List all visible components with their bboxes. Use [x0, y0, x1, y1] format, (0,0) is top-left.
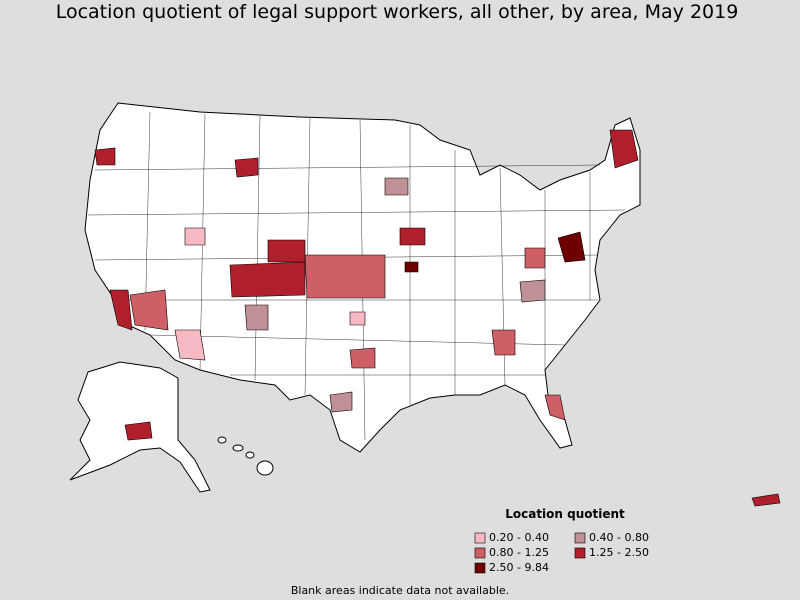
legend-swatch	[574, 547, 586, 559]
hawaii-island	[256, 460, 274, 476]
map-region	[267, 239, 306, 263]
legend-label: 0.80 - 1.25	[489, 546, 549, 559]
map-region	[609, 129, 639, 169]
puerto-rico	[751, 493, 781, 507]
map-region	[349, 347, 376, 369]
map-region	[124, 421, 153, 441]
legend-label: 2.50 - 9.84	[489, 561, 549, 574]
map-title: Location quotient of legal support worke…	[56, 1, 739, 23]
map-region	[129, 289, 169, 331]
map-region	[491, 329, 516, 356]
lower-48	[84, 102, 641, 453]
map-region	[524, 247, 546, 269]
footnote: Blank areas indicate data not available.	[291, 584, 509, 597]
legend-label: 1.25 - 2.50	[589, 546, 649, 559]
map-region	[544, 394, 566, 421]
legend-swatch	[474, 547, 486, 559]
map-region	[349, 311, 366, 326]
legend-swatch	[574, 532, 586, 544]
hawaii-island	[217, 436, 227, 444]
alaska	[69, 361, 211, 493]
legend-swatch	[474, 562, 486, 574]
map-region	[399, 227, 426, 246]
map-region	[751, 493, 781, 507]
hawaii	[217, 436, 274, 476]
map-region	[184, 227, 206, 246]
legend-swatch	[474, 532, 486, 544]
map-region	[229, 261, 306, 298]
map-region	[109, 289, 133, 331]
legend-title: Location quotient	[505, 507, 625, 521]
legend-label: 0.40 - 0.80	[589, 531, 649, 544]
map-region	[384, 177, 409, 196]
legend: Location quotient 0.20 - 0.40 0.40 - 0.80…	[474, 507, 649, 574]
hawaii-island	[232, 444, 244, 452]
hawaii-island	[245, 451, 255, 459]
legend-label: 0.20 - 0.40	[489, 531, 549, 544]
map-region	[244, 304, 269, 331]
regions	[94, 129, 639, 421]
map-region	[174, 329, 206, 361]
map-region	[94, 147, 116, 166]
map-region	[557, 231, 586, 263]
map-region	[304, 254, 386, 299]
map-region	[329, 391, 353, 413]
map-region	[234, 157, 259, 178]
map-region	[519, 279, 546, 303]
map-region	[404, 261, 419, 273]
